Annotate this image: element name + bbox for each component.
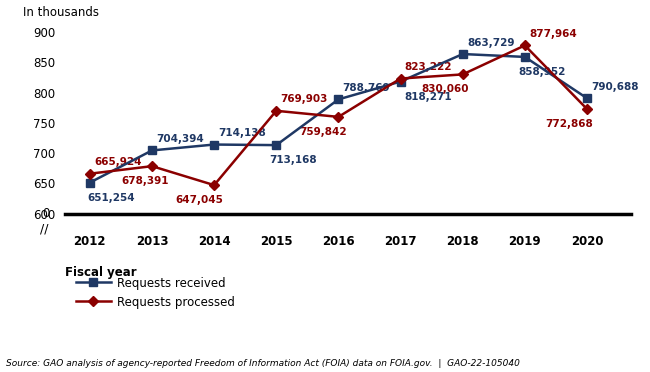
Text: //: // <box>40 222 49 235</box>
Text: 651,254: 651,254 <box>87 193 135 203</box>
Legend: Requests received, Requests processed: Requests received, Requests processed <box>71 272 240 313</box>
Text: Source: GAO analysis of agency-reported Freedom of Information Act (FOIA) data o: Source: GAO analysis of agency-reported … <box>6 359 521 368</box>
Text: 788,769: 788,769 <box>343 83 390 93</box>
Text: 704,394: 704,394 <box>156 134 204 144</box>
Text: 858,952: 858,952 <box>518 67 566 77</box>
Text: 759,842: 759,842 <box>300 127 347 137</box>
Text: 818,271: 818,271 <box>405 92 452 102</box>
Text: Fiscal year: Fiscal year <box>65 266 136 279</box>
Text: 678,391: 678,391 <box>122 176 169 186</box>
Text: 769,903: 769,903 <box>280 94 328 105</box>
Text: 863,729: 863,729 <box>467 38 514 48</box>
Text: 830,060: 830,060 <box>421 84 469 94</box>
Text: 714,138: 714,138 <box>218 128 266 138</box>
Text: 665,924: 665,924 <box>94 157 142 167</box>
Text: In thousands: In thousands <box>23 6 99 19</box>
Text: 713,168: 713,168 <box>269 155 317 165</box>
Text: 790,688: 790,688 <box>591 82 639 92</box>
Text: 0: 0 <box>42 207 49 220</box>
Text: 823,222: 823,222 <box>405 62 452 72</box>
Text: 772,868: 772,868 <box>545 119 593 129</box>
Text: 647,045: 647,045 <box>176 195 223 205</box>
Text: 877,964: 877,964 <box>529 29 577 39</box>
